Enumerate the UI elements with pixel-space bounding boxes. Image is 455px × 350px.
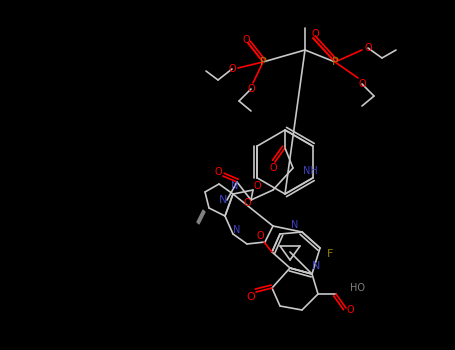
Text: N: N xyxy=(291,220,298,230)
Text: O: O xyxy=(214,167,222,177)
Text: O: O xyxy=(358,79,366,89)
Text: F: F xyxy=(327,249,333,259)
Text: O: O xyxy=(247,84,255,94)
Text: O: O xyxy=(242,35,250,45)
Text: N: N xyxy=(312,261,320,271)
Text: O: O xyxy=(311,29,319,39)
Text: O: O xyxy=(243,198,251,208)
Text: O: O xyxy=(247,292,255,302)
Text: HO: HO xyxy=(350,283,365,293)
Text: O: O xyxy=(256,231,264,241)
Text: O: O xyxy=(228,64,236,74)
Text: O: O xyxy=(269,163,277,173)
Text: NH: NH xyxy=(303,166,318,176)
Text: N: N xyxy=(219,195,227,205)
Text: P: P xyxy=(260,57,266,67)
Text: N: N xyxy=(233,225,241,235)
Text: P: P xyxy=(332,57,339,67)
Text: O: O xyxy=(364,43,372,53)
Text: O: O xyxy=(253,181,261,191)
Polygon shape xyxy=(197,210,205,224)
Text: N: N xyxy=(231,181,239,191)
Text: O: O xyxy=(346,305,354,315)
